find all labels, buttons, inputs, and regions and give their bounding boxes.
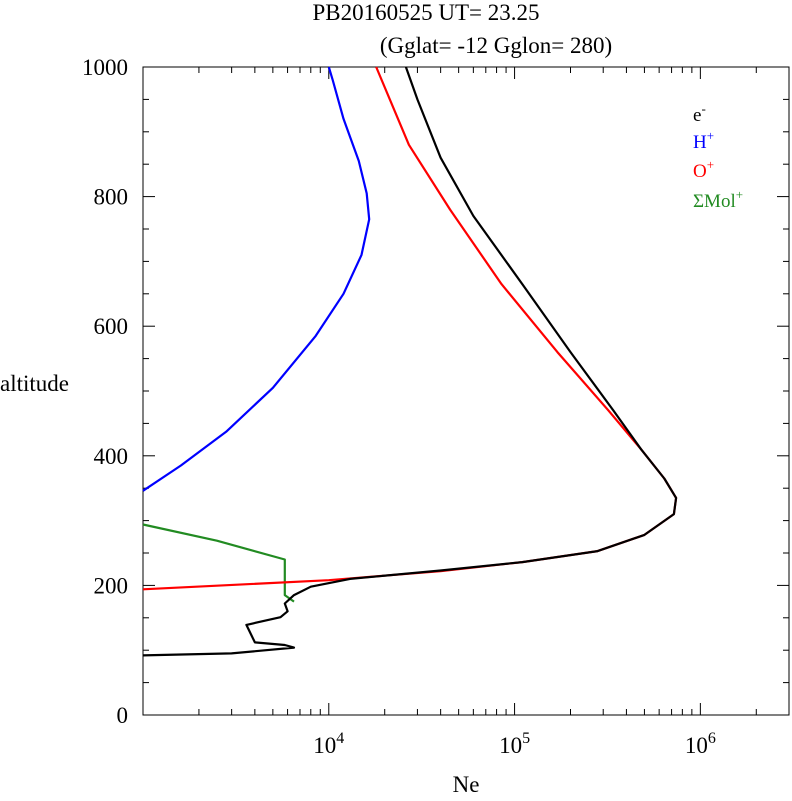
legend-entry: ΣMol+ bbox=[693, 187, 743, 212]
y-axis-label: altitude bbox=[0, 371, 69, 396]
series-line-hydrogen-ion bbox=[142, 66, 371, 492]
series-line-oxygen-ion bbox=[142, 66, 678, 591]
x-tick-label: 106 bbox=[685, 730, 716, 758]
legend-entry: H+ bbox=[693, 128, 714, 153]
y-tick-label: 400 bbox=[94, 444, 129, 469]
x-tick-label: 104 bbox=[313, 730, 344, 758]
series-line-molecular-ion bbox=[142, 523, 295, 603]
axis-ticks: 0 200 400 600 800 1000 104 105 106 bbox=[82, 55, 790, 758]
legend-entry: O+ bbox=[693, 157, 714, 182]
series-lines bbox=[142, 66, 678, 657]
y-tick-label: 0 bbox=[117, 703, 129, 728]
legend-entry: e- bbox=[693, 101, 706, 126]
y-tick-label: 600 bbox=[94, 314, 129, 339]
y-tick-label: 800 bbox=[94, 185, 129, 210]
chart-title-line1: PB20160525 UT= 23.25 bbox=[312, 0, 539, 25]
y-tick-label: 200 bbox=[94, 573, 129, 598]
legend: e-H+ O+ ΣMol+ bbox=[693, 101, 743, 212]
x-tick-label: 105 bbox=[499, 730, 530, 758]
chart-title-line2: (Gglat= -12 Gglon= 280) bbox=[380, 33, 612, 58]
series-line-electron bbox=[142, 66, 678, 657]
y-tick-label: 1000 bbox=[82, 55, 128, 80]
x-axis-label: Ne bbox=[453, 772, 480, 796]
